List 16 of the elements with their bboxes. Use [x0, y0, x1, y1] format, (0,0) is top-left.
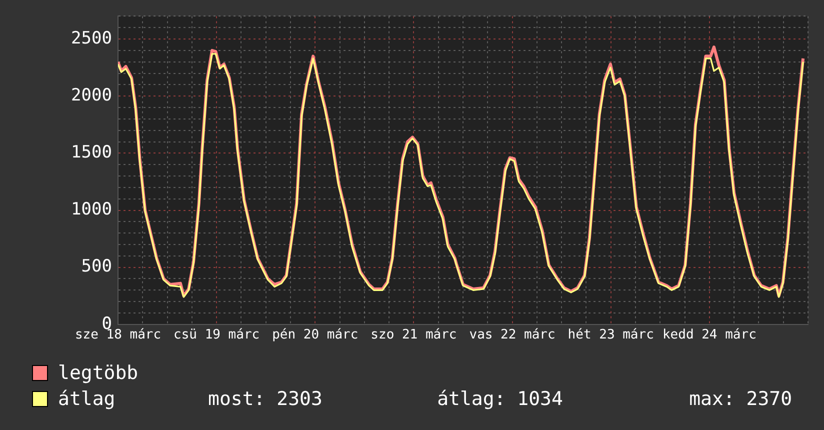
x-tick-label: szo 21 márc	[370, 328, 457, 343]
x-tick-label: pén 20 márc	[272, 328, 358, 343]
text: max: 2370	[688, 388, 792, 410]
y-tick-label: 2000	[71, 86, 112, 106]
y-tick-label: 1500	[71, 142, 112, 163]
x-tick-label: csü 19 márc	[174, 328, 260, 343]
x-tick-label: hét 23 márc	[568, 328, 654, 343]
legend-label: átlag	[58, 388, 116, 410]
text: átlag: 1034	[436, 388, 564, 410]
x-tick-label: kedd 24 márc	[662, 328, 756, 343]
legend-label: legtöbb	[58, 362, 140, 384]
y-tick-label: 2500	[71, 28, 112, 48]
y-tick-label: 500	[81, 256, 112, 277]
text: most: 2303	[208, 388, 324, 410]
x-tick-label: vas 22 márc	[469, 328, 556, 343]
y-tick-label: 1000	[71, 200, 112, 220]
